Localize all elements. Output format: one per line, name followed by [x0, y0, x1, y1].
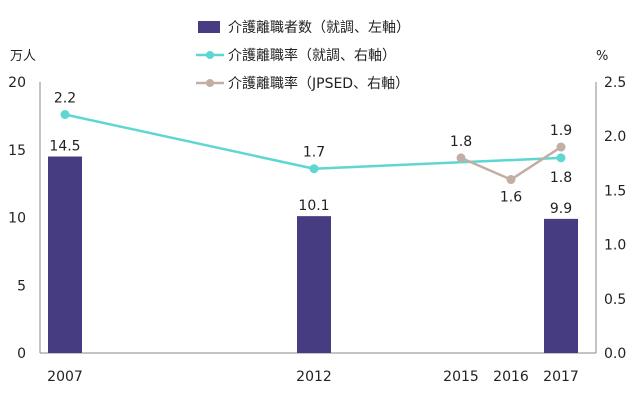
left-tick-label: 15 — [8, 143, 26, 159]
right-axis-unit: % — [596, 49, 608, 64]
legend: 介護離職者数（就調、左軸） 介護離職率（就調、右軸） 介護離職率（JPSED、右… — [196, 19, 410, 92]
x-tick-label: 2012 — [296, 369, 332, 385]
bar-value-label: 14.5 — [49, 139, 80, 155]
line-series-1-value-label: 1.8 — [550, 170, 572, 186]
line-series-1-value-label: 1.7 — [303, 145, 325, 161]
x-tick-label: 2015 — [443, 369, 479, 385]
x-tick-label: 2017 — [543, 369, 579, 385]
right-tick-label: 1.5 — [604, 183, 626, 199]
left-tick-label: 20 — [8, 75, 26, 91]
right-tick-label: 0.5 — [604, 292, 626, 308]
line-series-2-value-label: 1.9 — [550, 123, 572, 139]
legend-marker-line-1 — [206, 51, 214, 59]
line-series-2-value-label: 1.6 — [500, 190, 522, 206]
left-tick-label: 5 — [17, 278, 26, 294]
axes: 0 5 10 15 20 0.0 0.5 1.0 1.5 2.0 2.5 2007 2012 2015 20… — [8, 75, 626, 385]
line-series-2-point — [506, 175, 516, 185]
line-series-2-point — [456, 153, 466, 163]
line-series-1-point — [60, 110, 70, 120]
legend-label-line-2: 介護離職率（JPSED、右軸） — [228, 75, 409, 92]
right-tick-label: 0.0 — [604, 346, 626, 362]
bar — [544, 218, 578, 353]
bar — [48, 156, 82, 353]
left-tick-label: 0 — [17, 346, 26, 362]
legend-label-line-1: 介護離職率（就調、右軸） — [228, 47, 396, 64]
bar-value-label: 9.9 — [550, 201, 572, 217]
bar-value-label: 10.1 — [298, 198, 329, 214]
line-series-2-path — [460, 145, 562, 181]
right-tick-label: 2.0 — [604, 129, 626, 145]
left-axis-unit: 万人 — [10, 49, 36, 64]
right-tick-label: 1.0 — [604, 238, 626, 254]
line-series-1-point — [556, 153, 566, 163]
x-tick-label: 2007 — [47, 369, 83, 385]
line-series-1-value-label: 2.2 — [54, 91, 76, 107]
plot-marks: 14.5 10.1 9.9 2.2 1.7 1.8 1.8 1.6 1.9 — [48, 91, 578, 353]
left-tick-label: 10 — [8, 211, 26, 227]
right-tick-label: 2.5 — [604, 75, 626, 91]
bar — [297, 216, 331, 353]
line-series-2-value-label: 1.8 — [450, 134, 472, 150]
legend-marker-line-2 — [206, 79, 214, 87]
line-series-2-point — [556, 142, 566, 152]
x-tick-label: 2016 — [493, 369, 529, 385]
line-series-1-point — [309, 164, 319, 174]
legend-label-bar: 介護離職者数（就調、左軸） — [228, 19, 410, 36]
legend-swatch-bar — [198, 21, 220, 33]
